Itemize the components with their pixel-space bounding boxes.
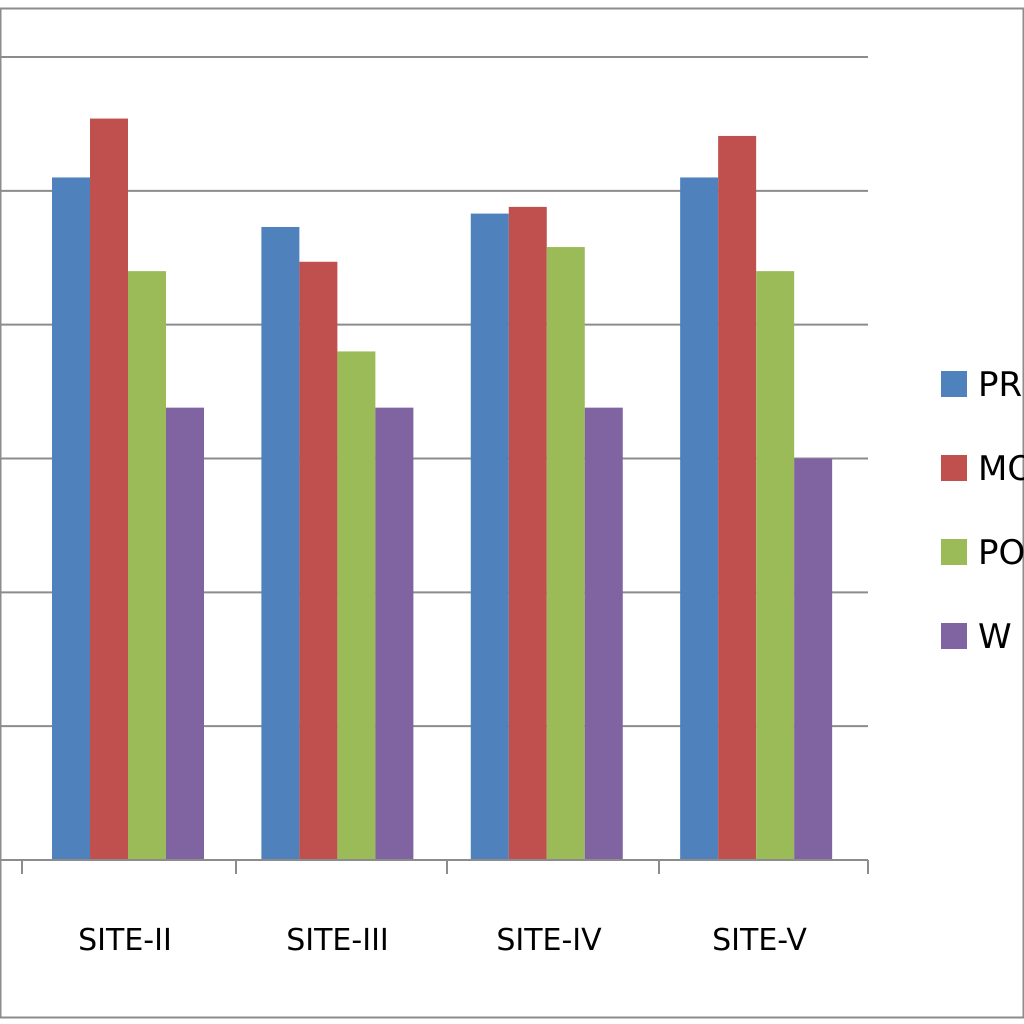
x-tick-label: SITE-IV [496,923,602,958]
bar-mo-site-iii [299,261,338,860]
legend-label-w: W [978,617,1012,657]
legend-swatch-po [941,539,967,565]
bar-w-site-v [794,458,833,860]
bar-pr-site-iii [261,226,300,861]
bar-po-site-iv [546,247,585,860]
bar-w-site-iv [584,407,623,860]
x-tick-label: SITE-II [78,923,172,958]
legend-label-pr: PR [978,365,1022,405]
legend-swatch-mo [941,455,967,481]
legend-label-po: PO [978,533,1024,573]
bar-po-site-iii [337,351,376,860]
x-tick-label: SITE-III [286,923,389,958]
bar-pr-site-iv [470,213,509,860]
bar-po-site-v [756,271,795,861]
x-axis: SITE-II SITE-III SITE-IV SITE-V [0,859,869,958]
legend: PR MO PO W [941,365,1024,657]
bar-w-site-iii [375,407,414,860]
bar-w-site-ii [166,407,204,860]
bar-mo-site-ii [90,118,128,860]
bar-pr-site-v [680,177,719,860]
legend-swatch-pr [941,371,967,397]
bars [52,118,833,861]
bar-pr-site-ii [52,177,90,860]
bar-mo-site-iv [508,206,547,861]
bar-mo-site-v [718,135,757,860]
x-tick-label: SITE-V [712,923,807,958]
legend-label-mo: MO [978,449,1024,489]
legend-swatch-w [941,623,967,649]
bar-po-site-ii [128,271,166,861]
